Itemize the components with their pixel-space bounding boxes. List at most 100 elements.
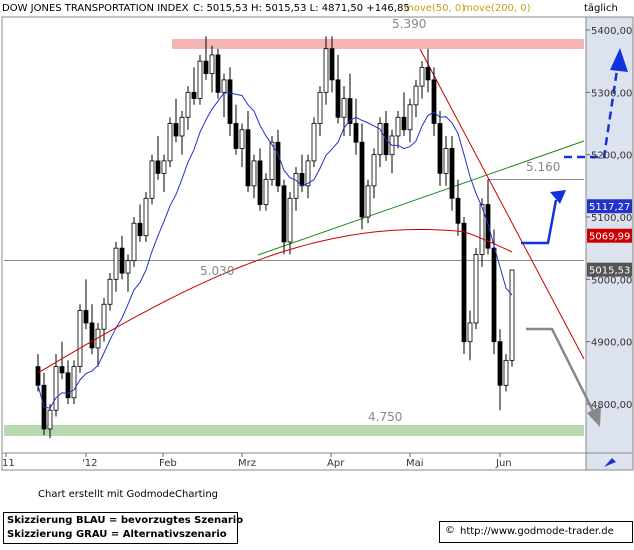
- candle-body: [287, 197, 293, 243]
- candle-body: [167, 123, 173, 162]
- candle-body: [437, 123, 443, 174]
- gray-scenario-arrow: [526, 327, 597, 416]
- candle-body: [215, 54, 221, 93]
- uptrend-line: [257, 140, 585, 256]
- candle-body: [353, 123, 359, 143]
- candle-body: [65, 372, 71, 399]
- candle-body: [137, 222, 143, 237]
- candle-body: [377, 123, 383, 156]
- candle-body: [419, 67, 425, 87]
- blue-dashed-arrowhead: [610, 48, 628, 72]
- candle-body: [59, 366, 65, 374]
- candle-body: [89, 322, 95, 349]
- candle-body: [341, 98, 347, 118]
- y-tick-label: 5200,00: [591, 151, 632, 162]
- ma200-line: [37, 228, 513, 374]
- candle-body: [509, 269, 515, 361]
- candle-body: [467, 322, 473, 343]
- candle-body: [443, 148, 449, 174]
- level-label-5390: 5.390: [392, 17, 426, 31]
- candle-body: [143, 197, 149, 237]
- candle-body: [191, 91, 197, 99]
- candle-body: [131, 222, 137, 262]
- candle-body: [185, 91, 191, 118]
- candle-body: [485, 204, 491, 249]
- candle-body: [347, 98, 353, 124]
- y-tick-label: 4900,00: [591, 338, 632, 349]
- blue-scenario-dashed: [564, 69, 619, 159]
- candle-body: [125, 260, 131, 274]
- candle-body: [449, 148, 455, 199]
- x-tick-label: Jun: [495, 458, 512, 469]
- level-label-5160: 5.160: [526, 160, 560, 174]
- candle-body: [53, 366, 59, 411]
- candle-body: [329, 48, 335, 81]
- candle-body: [161, 160, 167, 174]
- chart-title: DOW JONES TRANSPORTATION INDEX: [2, 3, 189, 14]
- value-tag-close: [587, 262, 632, 277]
- candle-body: [119, 247, 125, 274]
- ma50-line: [37, 92, 513, 409]
- candle-body: [473, 253, 479, 324]
- candle-body: [461, 222, 467, 343]
- candle-body: [431, 79, 437, 124]
- x-tick-label: Feb: [159, 458, 177, 469]
- candle-body: [173, 123, 179, 137]
- value-tag-label-close: 5015,53: [589, 266, 630, 277]
- candle-body: [317, 91, 323, 124]
- candle-body: [179, 116, 185, 137]
- candle-body: [335, 79, 341, 118]
- value-tag-label-ma50: 5117,27: [589, 202, 630, 213]
- candle-body: [359, 141, 365, 218]
- website-box[interactable]: © http://www.godmode-trader.de: [439, 521, 633, 543]
- quote-line: C: 5015,53 H: 5015,53 L: 4871,50 +146,85: [193, 3, 410, 14]
- support-zone: [4, 425, 584, 436]
- candle-body: [479, 204, 485, 255]
- candle-body: [83, 310, 89, 324]
- scenario-legend: Skizzierung BLAU = bevorzugtes Szenario …: [3, 512, 243, 544]
- candle-body: [407, 104, 413, 131]
- period-label[interactable]: täglich: [584, 3, 618, 14]
- candle-body: [245, 129, 251, 187]
- candle-body: [293, 172, 299, 199]
- y-tick-label: 5400,00: [591, 26, 632, 37]
- website-link[interactable]: http://www.godmode-trader.de: [460, 526, 614, 537]
- candle-body: [149, 160, 155, 199]
- draw-tool-icon[interactable]: [604, 458, 616, 467]
- candle-body: [251, 160, 257, 187]
- candle-body: [77, 310, 83, 367]
- y-tick-label: 4800,00: [591, 400, 632, 411]
- x-tick-label: Mrz: [238, 458, 256, 469]
- y-tick-label: 5300,00: [591, 88, 632, 99]
- candle-body: [269, 141, 275, 180]
- candle-body: [275, 141, 281, 187]
- level-label-5030: 5.030: [200, 264, 234, 278]
- plot-area: [1, 16, 587, 454]
- x-tick-label: Mai: [406, 458, 424, 469]
- blue-scenario-arrow: [521, 199, 558, 245]
- blue-arrowhead: [550, 190, 566, 204]
- candle-body: [497, 341, 503, 386]
- candle-body: [401, 116, 407, 131]
- resistance-zone: [172, 39, 584, 49]
- candle-body: [323, 48, 329, 93]
- value-tag-ma200: [587, 228, 632, 243]
- y-tick-label: 5000,00: [591, 275, 632, 286]
- candle-body: [395, 116, 401, 137]
- copyright-icon: ©: [445, 525, 455, 536]
- candle-body: [263, 179, 269, 205]
- candle-body: [155, 160, 161, 174]
- candle-body: [113, 247, 119, 280]
- candle-body: [221, 79, 227, 93]
- candle-body: [371, 154, 377, 187]
- candle-body: [257, 160, 263, 205]
- candle-body: [281, 185, 287, 243]
- candle-body: [227, 79, 233, 124]
- candle-body: [203, 60, 209, 75]
- candle-body: [35, 366, 41, 386]
- candle-body: [239, 129, 245, 149]
- chart-credit: Chart erstellt mit GodmodeCharting: [38, 489, 218, 500]
- candle-body: [101, 303, 107, 330]
- candle-body: [233, 123, 239, 149]
